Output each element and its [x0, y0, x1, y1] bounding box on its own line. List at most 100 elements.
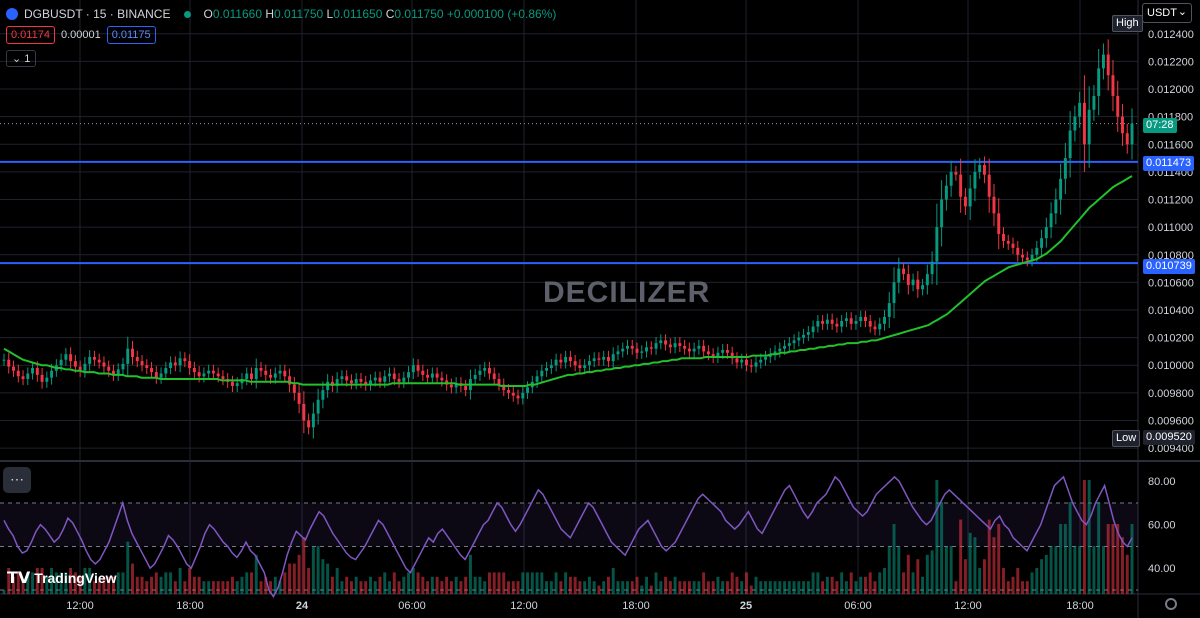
settings-icon[interactable] — [1165, 598, 1177, 610]
candle-body — [288, 376, 292, 385]
candle-body — [378, 377, 382, 382]
volume-bar — [292, 563, 296, 594]
candle-body — [407, 372, 411, 378]
candle-body — [1111, 75, 1115, 96]
volume-bar — [721, 581, 725, 594]
volume-bar — [545, 581, 549, 594]
volume-bar — [1111, 524, 1115, 594]
candle-body — [606, 356, 610, 362]
volume-bar — [397, 581, 401, 594]
candle-body — [602, 356, 606, 360]
candle-body — [7, 359, 11, 367]
price-tick-label: 0.012400 — [1148, 29, 1194, 41]
candle-body — [587, 361, 591, 366]
volume-bar — [316, 546, 320, 594]
volume-bar — [26, 572, 30, 594]
collapse-indicators-button[interactable]: ⌄ 1 — [6, 50, 37, 67]
candle-body — [69, 354, 73, 362]
volume-bar — [978, 568, 982, 594]
sell-button[interactable]: 0.01174 — [6, 26, 55, 44]
candle-body — [154, 372, 158, 378]
volume-bar — [973, 537, 977, 594]
volume-bar — [159, 576, 163, 594]
candle-body — [297, 392, 301, 404]
more-options-button[interactable]: ⋯ — [3, 467, 31, 493]
candle-body — [245, 373, 249, 380]
volume-bar — [473, 576, 477, 594]
volume-bar — [145, 581, 149, 594]
lower-line-tag[interactable]: 0.010739 — [1143, 259, 1195, 274]
volume-bar — [811, 572, 815, 594]
candle-body — [116, 369, 120, 375]
volume-bar — [745, 572, 748, 594]
volume-bar — [311, 546, 315, 594]
volume-bar — [107, 576, 111, 594]
candle-body — [730, 352, 734, 359]
candle-body — [540, 370, 544, 377]
candle-body — [545, 368, 549, 371]
candle-body — [773, 351, 777, 355]
candle-body — [359, 379, 363, 382]
candle-body — [873, 326, 877, 330]
volume-bar — [640, 585, 644, 594]
volume-bar — [725, 581, 729, 594]
volume-bar — [706, 581, 710, 594]
volume-bar — [388, 581, 391, 594]
market-open-icon — [184, 10, 192, 18]
volume-bar — [797, 581, 801, 594]
candle-body — [1021, 254, 1025, 258]
volume-bar — [873, 581, 877, 594]
volume-bar — [430, 576, 434, 594]
candle-body — [687, 348, 691, 352]
candle-body — [1121, 116, 1124, 134]
volume-bar — [116, 572, 120, 594]
candle-body — [1073, 116, 1077, 131]
price-tick-label: 0.010400 — [1148, 305, 1194, 317]
volume-bar — [825, 576, 829, 594]
buy-button[interactable]: 0.01175 — [106, 26, 156, 44]
price-tick-label: 0.010000 — [1148, 360, 1194, 372]
candle-body — [207, 370, 211, 374]
candle-body — [678, 343, 682, 346]
symbol-title[interactable]: DGBUSDT · 15 · BINANCE — [24, 7, 171, 21]
candle-body — [150, 368, 154, 373]
volume-bar — [616, 581, 620, 594]
candle-body — [830, 319, 834, 324]
volume-bar — [906, 554, 910, 594]
candle-body — [283, 370, 287, 377]
candle-body — [725, 350, 729, 353]
volume-bar — [740, 581, 744, 594]
volume-bar — [449, 581, 453, 594]
candle-body — [654, 343, 658, 349]
candle-body — [183, 358, 187, 362]
candle-body — [992, 196, 996, 214]
volume-bar — [7, 568, 11, 594]
volume-bar — [963, 559, 967, 594]
volume-bar — [530, 572, 534, 594]
volume-bar — [507, 581, 510, 594]
candle-body — [635, 348, 639, 353]
candle-body — [1025, 257, 1029, 261]
candle-body — [535, 376, 539, 382]
currency-select[interactable]: USDT ⌄ — [1142, 3, 1192, 23]
volume-bar — [697, 581, 701, 594]
tv-logo-icon: 𝗧𝗩 — [7, 570, 31, 587]
volume-bar — [326, 563, 330, 594]
volume-bar — [31, 572, 35, 594]
candle-body — [1044, 227, 1048, 239]
candle-body — [683, 345, 687, 349]
rsi-tick-label: 80.00 — [1148, 476, 1176, 488]
candle-body — [326, 381, 330, 391]
candle-body — [982, 165, 986, 175]
volume-bar — [378, 576, 382, 594]
candle-body — [102, 362, 106, 367]
upper-line-tag[interactable]: 0.011473 — [1143, 156, 1195, 171]
candle-body — [906, 274, 910, 286]
candle-body — [649, 347, 653, 349]
volume-bar — [197, 576, 201, 594]
candle-body — [573, 361, 577, 366]
candle-body — [292, 384, 296, 393]
volume-bar — [173, 581, 177, 594]
change-value: +0.000100 (+0.86%) — [446, 7, 557, 21]
